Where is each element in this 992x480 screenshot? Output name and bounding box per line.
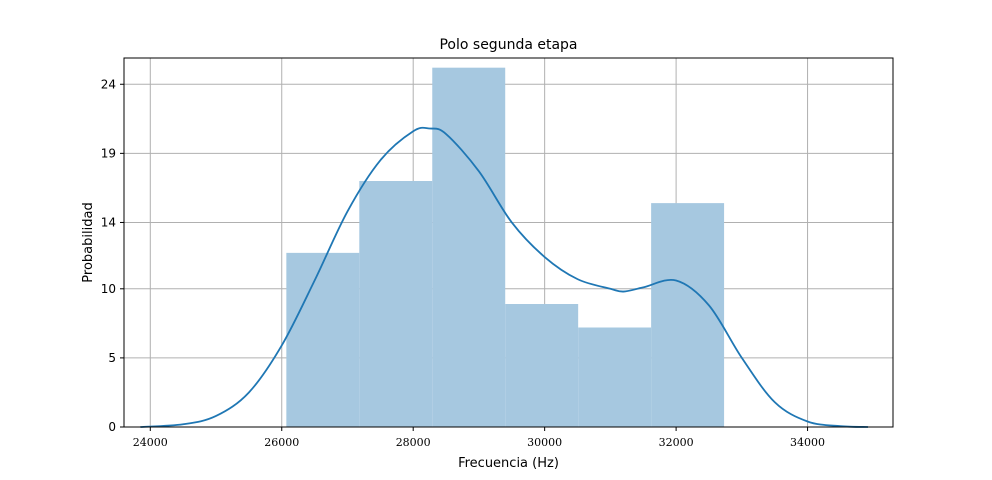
x-axis-label: Frecuencia (Hz) <box>458 456 559 471</box>
histogram-bar-1 <box>359 181 433 427</box>
x-tick-label-4: 32000 <box>659 436 694 449</box>
histogram-bars <box>286 67 725 427</box>
y-tick-label-0: 0 <box>108 420 116 434</box>
histogram-bar-3 <box>505 304 579 427</box>
x-tick-label-0: 24000 <box>133 436 168 449</box>
plot-frame <box>123 57 894 428</box>
y-tick-label-2: 10 <box>101 282 116 296</box>
y-tick-label-3: 14 <box>101 215 116 229</box>
histogram-bar-0 <box>286 252 360 427</box>
y-tick-label-4: 19 <box>101 146 116 160</box>
y-tick-label-5: 24 <box>101 77 116 91</box>
x-tick-label-2: 28000 <box>396 436 431 449</box>
x-tick-label-5: 34000 <box>790 436 825 449</box>
x-tick-label-3: 30000 <box>527 436 562 449</box>
y-tick-label-1: 5 <box>108 351 116 365</box>
kde-density-line <box>140 126 869 428</box>
chart-title: Polo segunda etapa <box>439 37 577 53</box>
y-axis-label: Probabilidad <box>81 202 96 282</box>
histogram-bar-5 <box>651 203 725 427</box>
y-axis-ticks: 0 5 10 14 19 24 <box>101 77 124 434</box>
histogram-bar-4 <box>578 327 652 427</box>
histogram-bar-2 <box>432 67 506 427</box>
x-tick-label-1: 26000 <box>264 436 299 449</box>
x-axis-ticks: 24000 26000 28000 30000 32000 34000 <box>133 427 825 449</box>
